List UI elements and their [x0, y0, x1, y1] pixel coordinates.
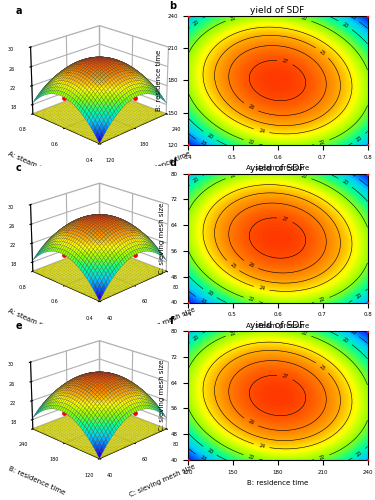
- Text: e: e: [15, 320, 22, 330]
- Text: 20: 20: [192, 334, 200, 342]
- Text: 22: 22: [248, 139, 255, 145]
- Text: 22: 22: [248, 296, 255, 303]
- Text: 26: 26: [247, 262, 255, 268]
- Text: 20: 20: [355, 134, 363, 142]
- Text: 27: 27: [281, 58, 289, 65]
- Text: 24: 24: [258, 286, 265, 292]
- Text: 20: 20: [192, 18, 200, 26]
- X-axis label: C: sieving mesh size: C: sieving mesh size: [128, 464, 196, 498]
- Text: 22: 22: [300, 16, 307, 22]
- Text: c: c: [15, 163, 21, 173]
- Text: f: f: [170, 316, 174, 326]
- Text: 18: 18: [199, 298, 207, 305]
- Text: 26: 26: [247, 104, 255, 111]
- Text: 22: 22: [230, 330, 237, 336]
- Text: 22: 22: [318, 297, 326, 304]
- Text: 22: 22: [318, 140, 326, 146]
- Y-axis label: A: steam pressure: A: steam pressure: [7, 150, 67, 182]
- Text: 18: 18: [348, 14, 356, 21]
- Text: 20: 20: [341, 178, 349, 186]
- X-axis label: C: sieving mesh size: C: sieving mesh size: [128, 306, 196, 340]
- Text: 22: 22: [318, 454, 326, 461]
- Text: 27: 27: [281, 216, 289, 222]
- Text: 20: 20: [341, 336, 349, 344]
- Text: b: b: [170, 1, 177, 11]
- Title: yield of SDF: yield of SDF: [251, 6, 305, 15]
- Text: 20: 20: [206, 447, 214, 455]
- Text: 20: 20: [355, 450, 363, 458]
- Text: 22: 22: [248, 454, 255, 460]
- Text: 20: 20: [355, 292, 363, 300]
- Text: 25: 25: [318, 48, 326, 56]
- Title: yield of SDF: yield of SDF: [251, 164, 305, 172]
- Title: yield of SDF: yield of SDF: [251, 321, 305, 330]
- Text: 22: 22: [300, 330, 307, 337]
- Text: 25: 25: [318, 364, 326, 372]
- X-axis label: A: steam pressure: A: steam pressure: [246, 323, 309, 329]
- X-axis label: A: steam pressure: A: steam pressure: [246, 166, 309, 172]
- Text: 20: 20: [206, 290, 214, 298]
- Text: 22: 22: [230, 172, 237, 179]
- Text: 20: 20: [341, 21, 349, 29]
- Y-axis label: C: sieving mesh size: C: sieving mesh size: [159, 202, 165, 274]
- Text: 20: 20: [192, 176, 200, 184]
- Text: 24: 24: [258, 128, 265, 134]
- Text: 22: 22: [300, 173, 307, 180]
- Text: 25: 25: [229, 262, 237, 270]
- X-axis label: B: residence time: B: residence time: [247, 480, 308, 486]
- Text: 18: 18: [199, 455, 207, 462]
- Y-axis label: B: residence time: B: residence time: [156, 50, 162, 111]
- Text: 27: 27: [281, 374, 289, 380]
- Text: 22: 22: [230, 15, 237, 22]
- Text: 18: 18: [348, 171, 356, 178]
- Text: 18: 18: [199, 140, 207, 147]
- Text: a: a: [15, 6, 22, 16]
- Text: 20: 20: [206, 132, 214, 140]
- Text: 24: 24: [258, 443, 265, 449]
- Y-axis label: A: steam pressure: A: steam pressure: [7, 308, 67, 339]
- Text: d: d: [170, 158, 177, 168]
- Text: 18: 18: [348, 328, 356, 336]
- Y-axis label: B: residence time: B: residence time: [8, 466, 66, 496]
- Y-axis label: C: sieving mesh size: C: sieving mesh size: [159, 360, 165, 431]
- X-axis label: B: residence time: B: residence time: [133, 150, 191, 181]
- Text: 26: 26: [247, 419, 255, 426]
